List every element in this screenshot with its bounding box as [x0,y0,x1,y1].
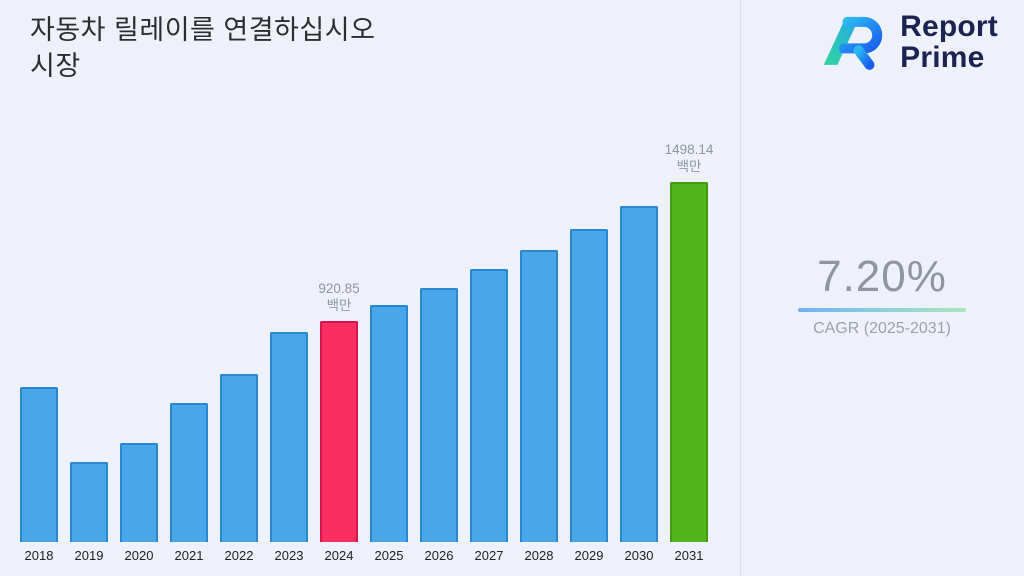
bar-2025 [370,304,408,542]
bar-column-2018: 2018 [14,120,64,568]
bar-2029 [570,228,608,542]
x-axis-label: 2030 [624,548,654,563]
bar-column-2030: 2030 [614,120,664,568]
x-axis-label: 2031 [674,548,704,563]
bar-column-2028: 2028 [514,120,564,568]
bar-column-2029: 2029 [564,120,614,568]
x-axis-label: 2019 [74,548,104,563]
bar-column-2022: 2022 [214,120,264,568]
report-prime-logo: Report Prime [814,10,998,74]
bar-column-2021: 2021 [164,120,214,568]
report-prime-logo-icon [823,16,883,70]
cagr-panel: 7.20% CAGR (2025-2031) [746,252,1018,338]
x-axis-label: 2023 [274,548,304,563]
logo-text-line2: Prime [900,41,985,74]
bar-2019 [70,461,108,542]
bar-column-2019: 2019 [64,120,114,568]
bar-column-2024: 920.85 백만 2024 [314,120,364,568]
x-axis-label: 2018 [24,548,54,563]
logo-text: Report Prime [900,9,998,74]
bar-2022 [220,374,258,542]
bar-column-2023: 2023 [264,120,314,568]
page-title-line1: 자동차 릴레이를 연결하십시오 [30,15,376,45]
bar-2030 [620,206,658,542]
bar-2021 [170,403,208,542]
x-axis-label: 2021 [174,548,204,563]
bar-2024 [320,320,358,542]
bar-2028 [520,249,558,542]
bar-column-2031: 1498.14 백만 2031 [664,120,714,568]
x-axis-label: 2026 [424,548,454,563]
bar-2031 [670,181,708,542]
cagr-value: 7.20% [817,252,947,301]
x-axis-label: 2022 [224,548,254,563]
bar-column-2027: 2027 [464,120,514,568]
x-axis-label: 2027 [474,548,504,563]
bar-column-2020: 2020 [114,120,164,568]
bar-2023 [270,332,308,542]
bar-annotation: 1498.14 백만 [664,141,714,175]
bar-chart: 2018 2019 2020 2021 2022 2023 920.85 백만 2024 2025… [14,120,726,568]
bar-2026 [420,287,458,542]
x-axis-label: 2020 [124,548,154,563]
x-axis-label: 2025 [374,548,404,563]
logo-text-line1: Report [900,9,998,43]
x-axis-label: 2024 [324,548,354,563]
bar-2018 [20,386,58,542]
bar-column-2025: 2025 [364,120,414,568]
page-title-line2: 시장 [30,51,81,82]
bar-annotation: 920.85 백만 [318,280,360,314]
cagr-label: CAGR (2025-2031) [813,320,951,337]
bar-2020 [120,443,158,542]
x-axis-label: 2028 [524,548,554,563]
panel-divider [740,0,741,576]
page-title: 자동차 릴레이를 연결하십시오 시장 [30,12,375,85]
x-axis-label: 2029 [574,548,604,563]
bar-column-2026: 2026 [414,120,464,568]
cagr-underline [798,308,966,312]
bar-2027 [470,269,508,542]
